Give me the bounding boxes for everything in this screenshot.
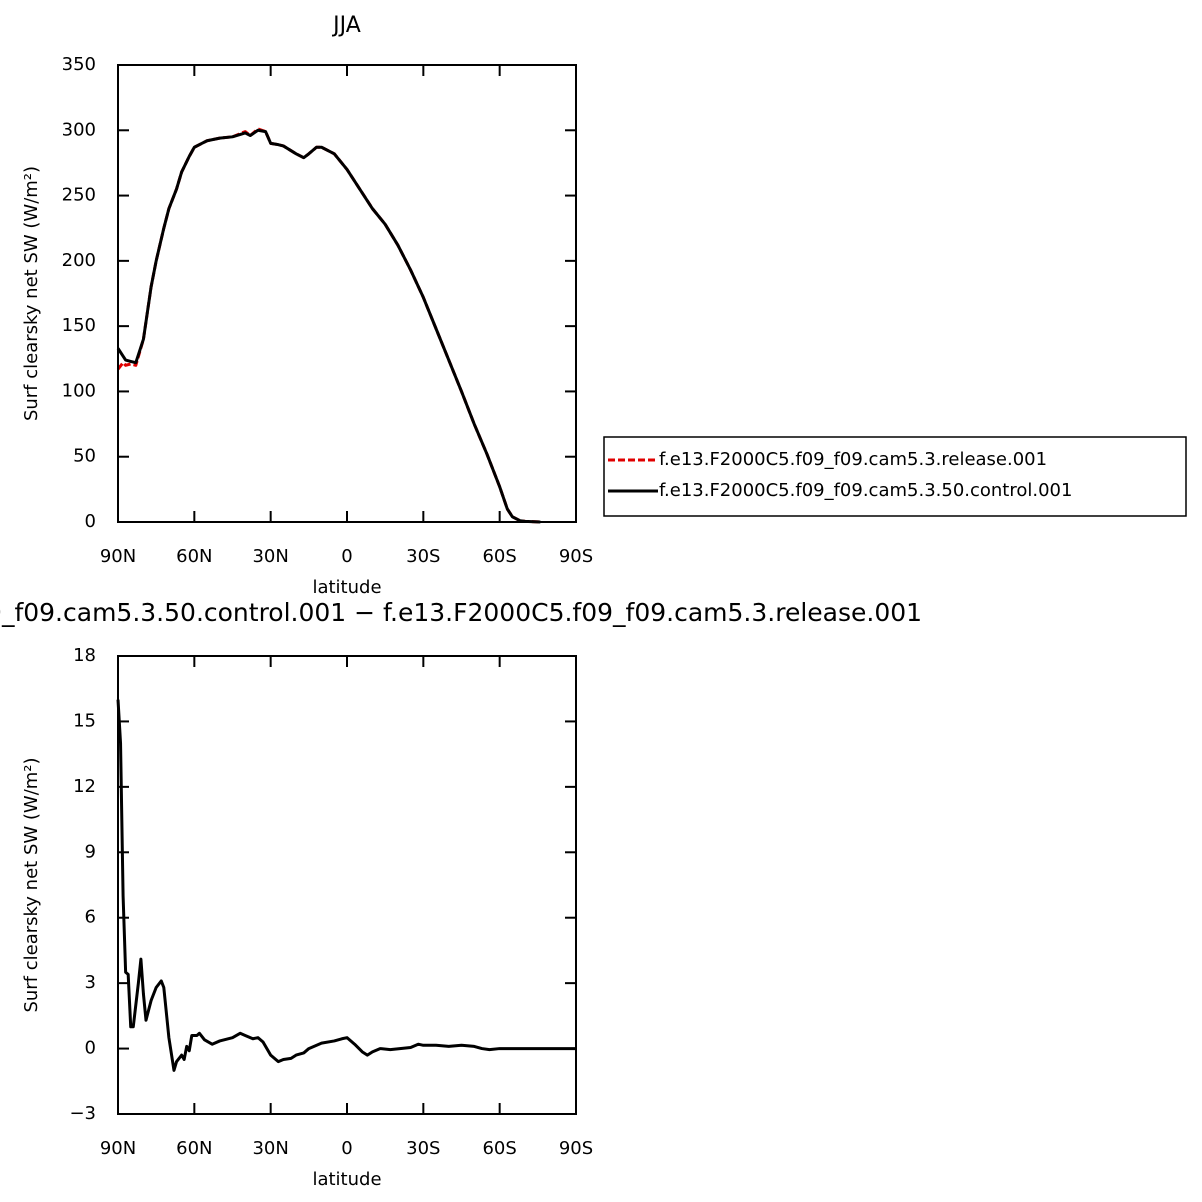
x-tick-label: 30N [252, 546, 288, 567]
x-tick-label: 90N [100, 546, 136, 567]
y-axis-label: Surf clearsky net SW (W/m²) [21, 757, 42, 1012]
x-axis-label: latitude [312, 577, 381, 598]
y-tick-label: 0 [85, 511, 96, 532]
legend-label: f.e13.F2000C5.f09_f09.cam5.3.release.001 [659, 449, 1047, 470]
y-axis-label: Surf clearsky net SW (W/m²) [21, 166, 42, 421]
y-tick-label: 250 [62, 185, 96, 206]
y-tick-label: 18 [73, 645, 96, 666]
x-tick-label: 0 [341, 1138, 352, 1159]
x-tick-label: 90S [559, 546, 593, 567]
y-tick-label: −3 [69, 1103, 96, 1124]
x-tick-label: 30S [406, 1138, 440, 1159]
y-tick-label: 350 [62, 54, 96, 75]
data-line [116, 128, 541, 524]
y-tick-label: 15 [73, 710, 96, 731]
y-tick-label: 300 [62, 119, 96, 140]
x-tick-label: 0 [341, 546, 352, 567]
legend-box [603, 436, 1187, 517]
x-tick-label: 60S [482, 546, 516, 567]
chart-title: f.e13.F2000C5.f09_f09.cam5.3.50.control.… [0, 598, 922, 627]
x-tick-label: 60N [176, 546, 212, 567]
x-tick-label: 90N [100, 1138, 136, 1159]
legend-label: f.e13.F2000C5.f09_f09.cam5.3.50.control.… [659, 480, 1072, 501]
data-line [116, 127, 541, 524]
x-tick-label: 30N [252, 1138, 288, 1159]
y-tick-label: 12 [73, 776, 96, 797]
plot-frame [117, 64, 577, 523]
y-tick-label: 100 [62, 380, 96, 401]
chart-title: JJA [331, 13, 361, 38]
x-tick-label: 30S [406, 546, 440, 567]
x-tick-label: 60S [482, 1138, 516, 1159]
y-tick-label: 50 [73, 446, 96, 467]
y-tick-label: 200 [62, 250, 96, 271]
y-tick-label: 150 [62, 315, 96, 336]
y-tick-label: 6 [85, 907, 96, 928]
y-tick-label: 0 [85, 1038, 96, 1059]
y-tick-label: 3 [85, 972, 96, 993]
x-tick-label: 90S [559, 1138, 593, 1159]
y-tick-label: 9 [85, 841, 96, 862]
x-tick-label: 60N [176, 1138, 212, 1159]
x-axis-label: latitude [312, 1169, 381, 1190]
data-line [116, 699, 576, 1072]
